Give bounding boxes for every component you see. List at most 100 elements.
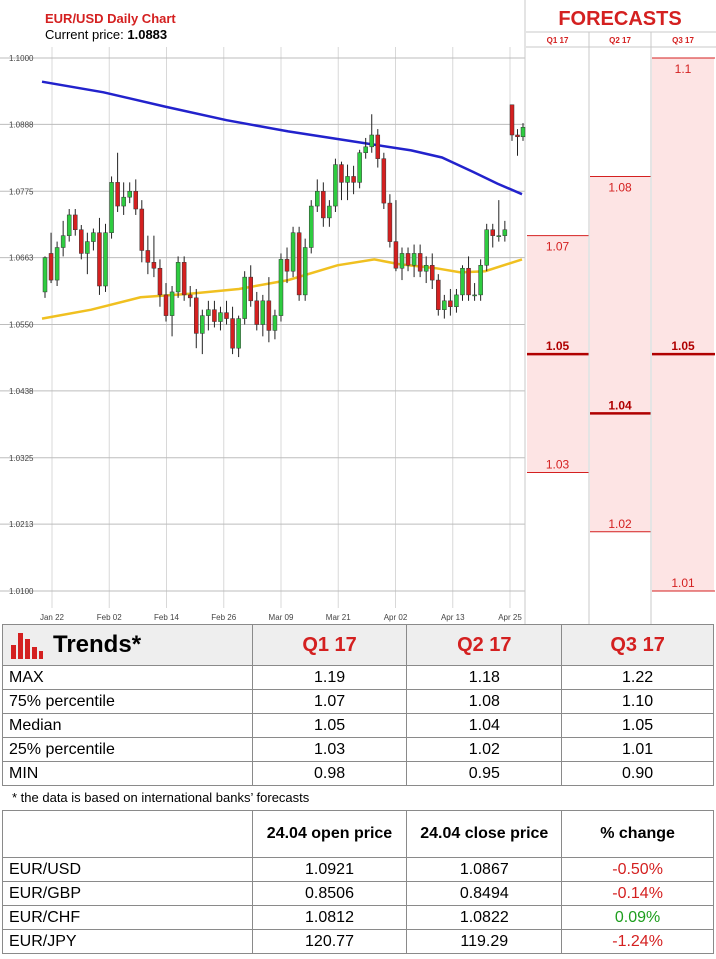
forecast-column-label: Q3 17 xyxy=(672,36,694,45)
eurusd-chart: Jan 22 Feb 02 Feb 14 Feb 26 Mar 09 Mar 21 Apr … xyxy=(0,0,716,624)
candle-bear xyxy=(284,259,290,272)
y-tick-label: 1.0438 xyxy=(9,387,34,396)
price-change: -0.14% xyxy=(561,881,714,906)
price-change: -1.24% xyxy=(561,929,714,954)
candle-bull xyxy=(290,232,296,272)
candle-bear xyxy=(145,250,151,263)
candle-bear xyxy=(466,267,471,296)
candle-bull xyxy=(399,253,405,269)
trends-cell: 1.01 xyxy=(561,737,714,762)
candle-bear xyxy=(254,300,260,325)
candle-bull xyxy=(272,315,278,331)
forecast-median-label: 1.04 xyxy=(608,398,632,412)
prices-header-open: 24.04 open price xyxy=(251,810,408,858)
candle-bull xyxy=(327,205,332,219)
candle-bull xyxy=(454,294,459,307)
price-pair: EUR/CHF xyxy=(2,905,253,930)
price-pair: EUR/GBP xyxy=(2,881,253,906)
trends-title: Trends* xyxy=(53,631,142,658)
trends-cell: 1.05 xyxy=(251,713,408,738)
forecast-range-box xyxy=(652,58,714,591)
price-open: 1.0921 xyxy=(251,857,408,882)
y-tick-label: 1.0213 xyxy=(9,520,34,529)
trends-cell: 1.08 xyxy=(406,689,563,714)
candle-bear xyxy=(296,232,302,296)
forecast-median-label: 1.05 xyxy=(671,339,695,353)
candle-bear xyxy=(448,300,453,307)
candle-bull xyxy=(175,262,181,293)
candle-bull xyxy=(242,276,247,319)
candle-bull xyxy=(357,152,362,183)
trends-header-row: Trends* Q1 17 Q2 17 Q3 17 xyxy=(2,624,714,666)
candle-bull xyxy=(109,182,114,233)
trends-cell: 1.22 xyxy=(561,665,714,690)
trends-col-q2: Q2 17 xyxy=(406,624,563,666)
candle-bull xyxy=(302,247,308,296)
candle-bull xyxy=(472,294,477,297)
trends-row-label: Median xyxy=(2,713,253,738)
trends-cell: 0.90 xyxy=(561,761,714,786)
candle-bear xyxy=(48,253,54,281)
candle-bull xyxy=(460,267,465,296)
trends-row: MAX 1.19 1.18 1.22 xyxy=(2,665,714,690)
trends-cell: 1.03 xyxy=(251,737,408,762)
candle-bull xyxy=(127,191,132,198)
trends-cell: 1.05 xyxy=(561,713,714,738)
bar-chart-icon xyxy=(11,633,43,659)
price-pair: EUR/JPY xyxy=(2,929,253,954)
x-tick-label: Mar 09 xyxy=(269,613,294,622)
price-open: 1.0812 xyxy=(251,905,408,930)
chart-grid: Jan 22 Feb 02 Feb 14 Feb 26 Mar 09 Mar 21 Apr … xyxy=(0,0,526,624)
forecast-high-label: 1.1 xyxy=(675,62,692,76)
candle-bull xyxy=(121,196,126,207)
candle-bear xyxy=(248,276,253,302)
trends-footnote: * the data is based on international ban… xyxy=(12,790,310,805)
x-tick-label: Feb 26 xyxy=(211,613,236,622)
trends-row-label: 75% percentile xyxy=(2,689,253,714)
trends-cell: 1.07 xyxy=(251,689,408,714)
candle-bull xyxy=(85,241,90,254)
trends-cell: 1.19 xyxy=(251,665,408,690)
trends-cell: 1.04 xyxy=(406,713,563,738)
price-pair: EUR/USD xyxy=(2,857,253,882)
trends-row: 75% percentile 1.07 1.08 1.10 xyxy=(2,689,714,714)
trends-row: MIN 0.98 0.95 0.90 xyxy=(2,761,714,786)
candle-bear xyxy=(436,279,441,310)
price-close: 1.0867 xyxy=(406,857,563,882)
candle-bull xyxy=(91,232,96,242)
candle-bear xyxy=(79,229,84,254)
current-price: Current price: 1.0883 xyxy=(45,27,167,42)
forecast-range-box xyxy=(590,176,650,532)
prices-header-empty xyxy=(2,810,253,858)
chart-title: EUR/USD Daily Chart xyxy=(45,11,176,26)
current-price-label: Current price: xyxy=(45,27,127,42)
candle-bull xyxy=(478,265,483,296)
trends-cell: 1.02 xyxy=(406,737,563,762)
price-close: 119.29 xyxy=(406,929,563,954)
trends-cell: 1.18 xyxy=(406,665,563,690)
forecast-median-label: 1.05 xyxy=(546,339,570,353)
candle-bull xyxy=(423,265,429,272)
candle-bull xyxy=(66,214,72,236)
candle-bear xyxy=(339,164,344,183)
trends-row-label: MIN xyxy=(2,761,253,786)
price-close: 1.0822 xyxy=(406,905,563,930)
forecast-low-label: 1.02 xyxy=(608,517,632,531)
candle-bull xyxy=(411,253,417,266)
trends-row: Median 1.05 1.04 1.05 xyxy=(2,713,714,738)
price-change: 0.09% xyxy=(561,905,714,930)
prices-table: 24.04 open price 24.04 close price % cha… xyxy=(2,810,714,954)
trends-col-q3: Q3 17 xyxy=(561,624,714,666)
price-row: EUR/JPY 120.77 119.29 -1.24% xyxy=(2,929,714,954)
forecast-high-label: 1.07 xyxy=(546,240,570,254)
forecast-low-label: 1.03 xyxy=(546,458,570,472)
candle-bull xyxy=(333,164,338,207)
candle-bear xyxy=(194,297,199,334)
candle-bear xyxy=(151,262,157,269)
price-change: -0.50% xyxy=(561,857,714,882)
trends-title-cell: Trends* xyxy=(2,624,253,666)
x-tick-label: Apr 25 xyxy=(498,613,522,622)
x-tick-label: Feb 02 xyxy=(97,613,122,622)
candle-bear xyxy=(115,182,120,207)
forecasts-title: FORECASTS xyxy=(558,8,681,30)
